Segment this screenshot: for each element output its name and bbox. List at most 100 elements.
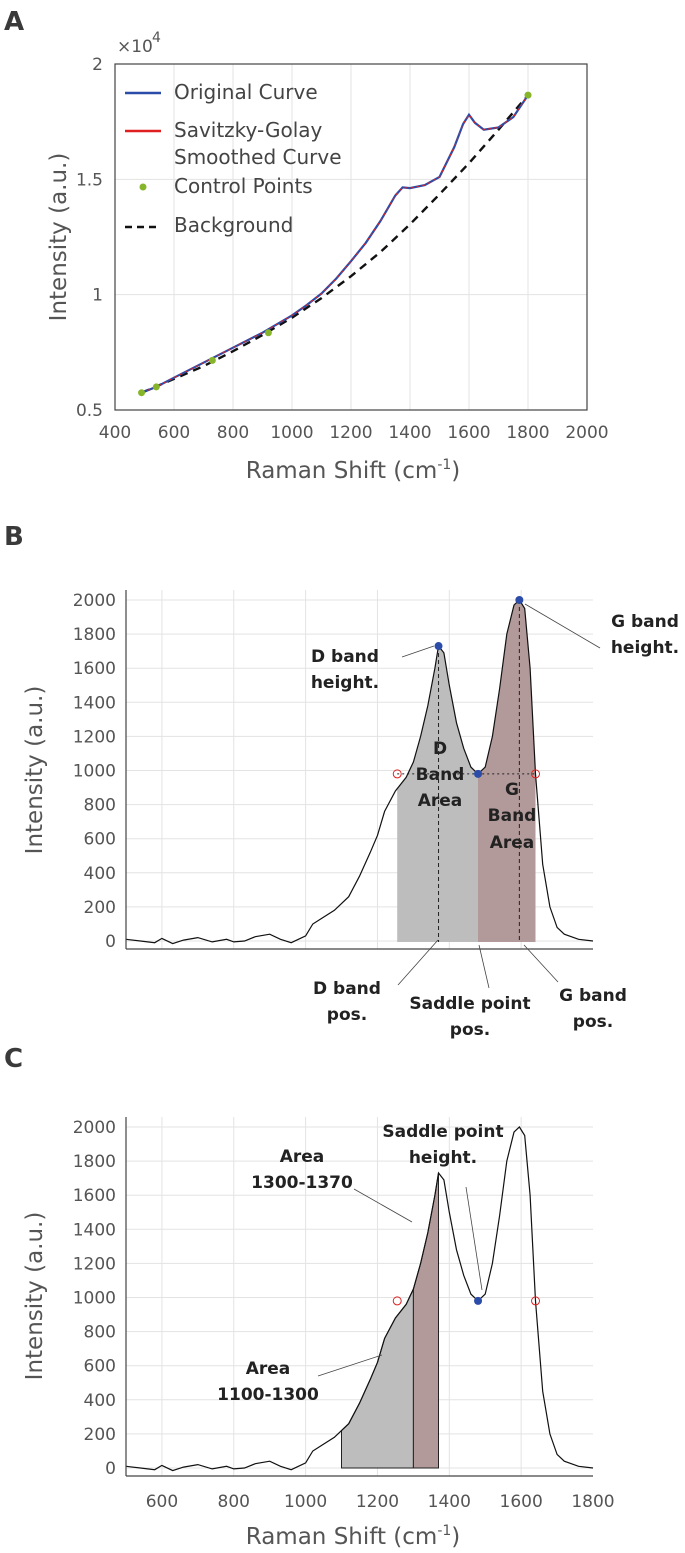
- panel-a-x-axis-label-close: ): [451, 458, 460, 484]
- panel-b-g-band-area: [478, 600, 536, 942]
- legend-smoothed-label: Savitzky-Golay: [174, 118, 323, 142]
- panel-c-x-tick-label: 1200: [356, 1492, 399, 1512]
- panel-c-x-tick-label: 1400: [428, 1492, 471, 1512]
- panel-a-x-tick-label: 600: [158, 423, 190, 443]
- panel-b-d-area-label-2: Band: [416, 765, 465, 785]
- panel-a-axes-box: [114, 63, 588, 411]
- panel-b-half-max-right-marker: [531, 769, 541, 779]
- panel-b-saddle-point-marker: [474, 769, 483, 778]
- panel-b-g-pos-label-2: pos.: [573, 1012, 613, 1032]
- panel-c-y-ticks: 0 200 400 600 800 1000 1200 1400 1600 1800 2000: [73, 1118, 116, 1479]
- panel-a-control-point: [524, 91, 532, 99]
- panel-b-d-height-label-2: height.: [311, 673, 379, 693]
- panel-a-x-axis-label-sup: -1: [437, 457, 451, 473]
- panel-c-half-max-right-marker: [531, 1296, 541, 1306]
- panel-c-y-tick-label: 600: [84, 1357, 116, 1377]
- panel-a-control-point: [208, 356, 216, 364]
- panel-a-x-tick-label: 800: [217, 423, 249, 443]
- panel-a-x-tick-label: 1800: [506, 423, 549, 443]
- panel-b-d-pos-label-2: pos.: [327, 1005, 367, 1025]
- panel-c-y-tick-label: 1800: [73, 1152, 116, 1172]
- panel-a-smoothed-curve: [141, 94, 529, 394]
- panel-c-x-axis-label: Raman Shift (cm-1): [246, 1523, 461, 1550]
- panel-c-saddle-height-label-1: Saddle point: [382, 1122, 503, 1142]
- legend-original-label: Original Curve: [174, 80, 318, 104]
- panel-c-saddle-height-leader: [465, 1186, 483, 1291]
- panel-b-g-area-label-2: Band: [488, 806, 537, 826]
- panel-c-y-tick-label: 1400: [73, 1220, 116, 1240]
- panel-b-chart: 0 200 400 600 800 1000 1200 1400 1600 1800 2000 D …: [22, 590, 679, 1040]
- panel-b-saddle-pos-label-2: pos.: [450, 1020, 490, 1040]
- panel-a-y-tick-label: 0.5: [76, 401, 103, 421]
- panel-a-y-tick-label: 1: [92, 286, 103, 306]
- panel-a-x-tick-label: 1400: [388, 423, 431, 443]
- panel-b-d-pos-label-1: D band: [313, 979, 381, 999]
- panel-a-chart: 400 600 800 1000 1200 1400 1600 1800 2000 0.5 1 1.…: [46, 30, 609, 484]
- panel-a-x-tick-label: 400: [99, 423, 131, 443]
- panel-a-control-point: [264, 329, 272, 337]
- panel-b-y-tick-label: 600: [84, 830, 116, 850]
- panel-a-y-tick-label: 2: [92, 55, 103, 75]
- panel-b-y-tick-label: 1600: [73, 659, 116, 679]
- panel-c-x-tick-label: 800: [218, 1492, 250, 1512]
- panel-b-d-area-label-3: Area: [418, 791, 463, 811]
- panel-b-d-band-area: [397, 646, 478, 942]
- panel-a-background-line: [141, 94, 529, 394]
- panel-b-d-area-label-1: D: [433, 739, 447, 759]
- panel-b-y-tick-label: 200: [84, 898, 116, 918]
- panel-c-area-1100-1300-leader: [317, 1354, 383, 1377]
- panel-a-control-point: [152, 383, 160, 391]
- panel-b-y-axis-label: Intensity (a.u.): [22, 686, 48, 855]
- panel-b-g-pos-label-1: G band: [559, 986, 627, 1006]
- panel-c-x-axis-label-sup: -1: [437, 1523, 451, 1539]
- panel-b-d-band-peak-marker: [434, 642, 443, 651]
- panel-c-area-1300-1370-leader: [353, 1188, 413, 1223]
- legend-control-points-swatch: [139, 183, 147, 191]
- panel-b-d-height-label-1: D band: [311, 647, 379, 667]
- panel-c-x-ticks: 600 800 1000 1200 1400 1600 1800: [146, 1492, 615, 1512]
- panel-c-x-axis-label-main: Raman Shift (cm: [246, 1524, 438, 1550]
- panel-b-half-max-left-marker: [392, 769, 402, 779]
- panel-a-y-axis-label: Intensity (a.u.): [46, 153, 72, 322]
- panel-b-g-height-label-2: height.: [611, 638, 679, 658]
- panel-b-y-tick-label: 1400: [73, 693, 116, 713]
- panel-c-area-1100-1300-label-1: Area: [246, 1359, 291, 1379]
- panel-c-y-tick-label: 400: [84, 1391, 116, 1411]
- panel-c-y-tick-label: 1600: [73, 1186, 116, 1206]
- panel-b-y-ticks: 0 200 400 600 800 1000 1200 1400 1600 1800 2000: [73, 591, 116, 952]
- panel-a-exponent-base: ×10: [117, 37, 153, 57]
- panel-c-x-tick-label: 600: [146, 1492, 178, 1512]
- panel-a-grid: [114, 63, 588, 411]
- panel-a-x-ticks: 400 600 800 1000 1200 1400 1600 1800 2000: [99, 423, 609, 443]
- panel-a-control-point: [138, 389, 146, 397]
- legend-control-points-label: Control Points: [174, 174, 313, 198]
- panel-c-y-tick-label: 200: [84, 1425, 116, 1445]
- panel-b-y-tick-label: 800: [84, 796, 116, 816]
- panel-b-y-tick-label: 0: [105, 932, 116, 952]
- panel-c-saddle-height-label-2: height.: [409, 1148, 477, 1168]
- panel-c-y-tick-label: 1000: [73, 1289, 116, 1309]
- panel-a-y-ticks: 0.5 1 1.5 2: [76, 55, 103, 421]
- panel-a-x-tick-label: 2000: [565, 423, 608, 443]
- panel-c-x-tick-label: 1000: [284, 1492, 327, 1512]
- panel-b-y-tick-label: 1200: [73, 727, 116, 747]
- legend-smoothed-label-2: Smoothed Curve: [174, 145, 342, 169]
- panel-b-y-tick-label: 1800: [73, 625, 116, 645]
- panel-c-area-1300-1370-label-1: Area: [280, 1147, 325, 1167]
- panel-b-g-pos-leader: [523, 944, 559, 983]
- panel-c-chart: 0 200 400 600 800 1000 1200 1400 1600 1800 2000 60…: [22, 1117, 615, 1550]
- panel-a-x-axis-label: Raman Shift (cm-1): [246, 457, 461, 484]
- panel-b-y-tick-label: 1000: [73, 762, 116, 782]
- panel-letter-b: B: [4, 522, 24, 552]
- legend-background-label: Background: [174, 213, 293, 237]
- panel-c-x-tick-label: 1600: [500, 1492, 543, 1512]
- panel-c-area-1100-1300-label-2: 1100-1300: [217, 1385, 319, 1405]
- panel-a-x-tick-label: 1200: [329, 423, 372, 443]
- panel-b-spectrum-line: [125, 599, 594, 945]
- panel-b-d-height-leader: [401, 645, 435, 658]
- panel-c-saddle-point-marker: [474, 1296, 483, 1305]
- panel-a-exponent: 4: [152, 30, 161, 46]
- panel-a-x-tick-label: 1600: [447, 423, 490, 443]
- panel-a-y-tick-label: 1.5: [76, 170, 103, 190]
